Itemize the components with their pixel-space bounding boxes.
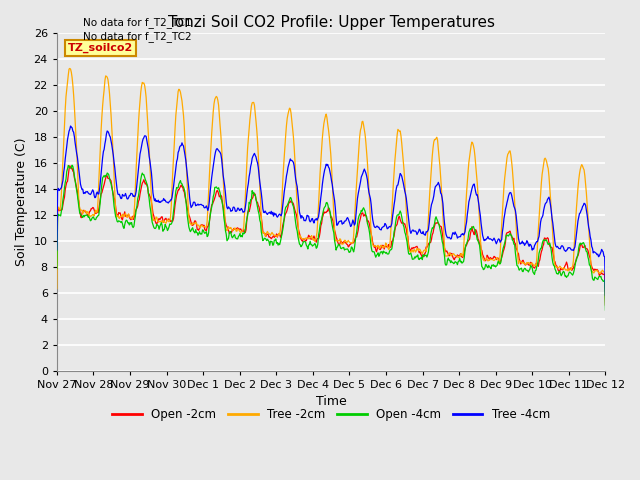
Tree -2cm bbox=[176, 87, 184, 93]
X-axis label: Time: Time bbox=[316, 396, 346, 408]
Tree -2cm bbox=[415, 248, 422, 253]
Line: Tree -2cm: Tree -2cm bbox=[57, 69, 605, 288]
Open -4cm bbox=[415, 256, 422, 262]
Open -2cm bbox=[205, 221, 212, 227]
Open -4cm bbox=[176, 179, 184, 185]
Tree -2cm bbox=[399, 149, 406, 155]
Y-axis label: Soil Temperature (C): Soil Temperature (C) bbox=[15, 137, 28, 266]
Tree -4cm bbox=[205, 204, 212, 210]
Tree -2cm bbox=[205, 188, 212, 193]
Text: No data for f_T2_TC1: No data for f_T2_TC1 bbox=[83, 17, 192, 28]
Title: Tonzi Soil CO2 Profile: Upper Temperatures: Tonzi Soil CO2 Profile: Upper Temperatur… bbox=[168, 15, 495, 30]
Open -2cm bbox=[415, 248, 422, 253]
Open -4cm bbox=[120, 226, 128, 231]
Tree -4cm bbox=[602, 292, 609, 298]
Tree -2cm bbox=[53, 286, 61, 291]
Line: Open -2cm: Open -2cm bbox=[57, 166, 605, 305]
Legend: Open -2cm, Tree -2cm, Open -4cm, Tree -4cm: Open -2cm, Tree -2cm, Open -4cm, Tree -4… bbox=[108, 403, 555, 426]
Tree -4cm bbox=[120, 193, 128, 199]
Open -2cm bbox=[66, 163, 74, 168]
Tree -4cm bbox=[53, 247, 61, 253]
Tree -4cm bbox=[176, 144, 184, 150]
Tree -2cm bbox=[602, 271, 609, 277]
Text: TZ_soilco2: TZ_soilco2 bbox=[68, 43, 133, 53]
Line: Open -4cm: Open -4cm bbox=[57, 165, 605, 310]
Line: Tree -4cm: Tree -4cm bbox=[57, 126, 605, 295]
Tree -4cm bbox=[415, 229, 422, 235]
Tree -4cm bbox=[67, 123, 74, 129]
Tree -4cm bbox=[399, 177, 406, 182]
Open -2cm bbox=[176, 185, 184, 191]
Text: No data for f_T2_TC2: No data for f_T2_TC2 bbox=[83, 31, 192, 42]
Open -2cm bbox=[120, 212, 128, 217]
Open -4cm bbox=[63, 168, 70, 174]
Open -4cm bbox=[205, 229, 212, 235]
Open -2cm bbox=[602, 302, 609, 308]
Open -4cm bbox=[53, 266, 61, 272]
Tree -4cm bbox=[63, 144, 70, 149]
Open -4cm bbox=[68, 162, 76, 168]
Tree -2cm bbox=[66, 66, 74, 72]
Open -2cm bbox=[63, 180, 70, 185]
Open -2cm bbox=[399, 220, 406, 226]
Open -2cm bbox=[53, 260, 61, 265]
Open -4cm bbox=[602, 307, 609, 313]
Open -4cm bbox=[399, 218, 406, 224]
Tree -2cm bbox=[120, 214, 128, 220]
Tree -2cm bbox=[63, 86, 70, 92]
